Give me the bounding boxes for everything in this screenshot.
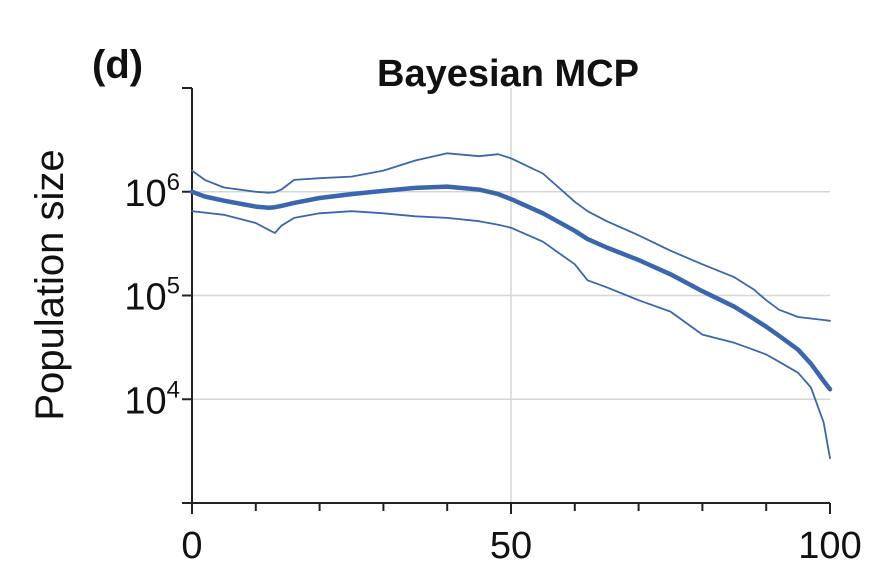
series-lines [189, 152, 833, 460]
x-tick-label: 0 [181, 525, 202, 567]
series-line-upper [191, 152, 831, 322]
series-line-median [189, 184, 833, 392]
chart-title: Bayesian MCP [377, 53, 639, 95]
x-tick-label: 100 [798, 525, 861, 567]
x-tick-label: 50 [490, 525, 532, 567]
panel-label: (d) [92, 43, 143, 87]
y-tick-label: 106 [124, 169, 180, 215]
y-axis-label: Population size [28, 149, 72, 420]
series-line-lower [191, 210, 831, 460]
y-tick-label: 105 [124, 273, 180, 319]
ticks: 0 50 100 104 105 106 [124, 87, 862, 567]
y-tick-label: 104 [124, 376, 180, 422]
grid-lines [192, 88, 830, 503]
